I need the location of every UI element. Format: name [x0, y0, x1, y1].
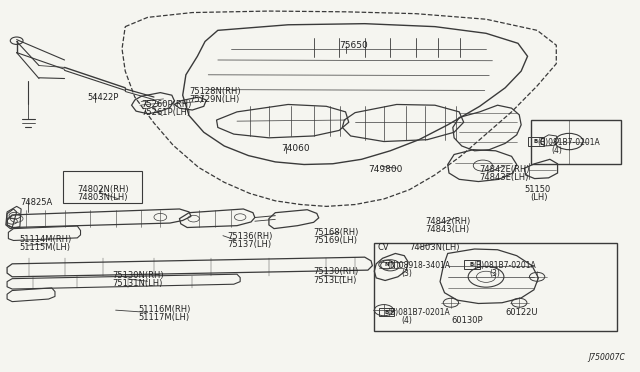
Text: 60130P: 60130P: [452, 316, 483, 325]
Text: CV: CV: [378, 243, 389, 251]
Text: 75169(LH): 75169(LH): [314, 236, 358, 245]
Text: 75650: 75650: [339, 41, 368, 50]
Text: B: B: [384, 310, 388, 314]
Text: N: N: [384, 262, 388, 267]
Text: 75131N(LH): 75131N(LH): [113, 279, 163, 288]
Bar: [465, 260, 479, 269]
Text: 75130N(RH): 75130N(RH): [113, 271, 164, 280]
Text: 7513L(LH): 7513L(LH): [314, 276, 357, 285]
Text: (N)08918-3401A: (N)08918-3401A: [388, 261, 451, 270]
Text: 74825A: 74825A: [20, 198, 52, 207]
Text: 74060: 74060: [282, 144, 310, 153]
Text: 60122U: 60122U: [505, 308, 538, 317]
Text: 75129N(LH): 75129N(LH): [189, 95, 239, 104]
Bar: [374, 243, 617, 331]
Text: 51150: 51150: [524, 185, 550, 194]
Text: B: B: [534, 139, 538, 144]
Text: 749800: 749800: [368, 165, 403, 174]
Text: 54422P: 54422P: [87, 93, 118, 102]
Text: (4): (4): [551, 145, 562, 154]
Text: 74803N(LH): 74803N(LH): [410, 243, 460, 251]
Text: (4): (4): [402, 316, 413, 325]
Text: 75136(RH): 75136(RH): [227, 232, 273, 241]
Text: 74842E(RH): 74842E(RH): [479, 165, 530, 174]
Text: 75137(LH): 75137(LH): [227, 240, 271, 250]
Text: 75260P(RH): 75260P(RH): [141, 100, 191, 109]
Text: 75128N(RH): 75128N(RH): [189, 87, 241, 96]
Text: B: B: [470, 262, 474, 267]
Bar: [531, 120, 621, 164]
Text: 74802N(RH): 74802N(RH): [77, 185, 129, 194]
Text: 51116M(RH): 51116M(RH): [138, 305, 190, 314]
Text: 75168(RH): 75168(RH): [314, 228, 359, 237]
Text: (B)081B7-0201A: (B)081B7-0201A: [473, 261, 536, 270]
Text: 51114M(RH): 51114M(RH): [20, 235, 72, 244]
Text: 74843E(LH): 74843E(LH): [479, 173, 529, 182]
Text: 75130(RH): 75130(RH): [314, 267, 359, 276]
Text: (3): (3): [489, 269, 500, 278]
Bar: [63, 171, 143, 203]
Text: (3): (3): [402, 269, 413, 278]
Text: 74842(RH): 74842(RH): [426, 217, 470, 226]
Bar: [379, 308, 394, 317]
Text: (LH): (LH): [531, 193, 548, 202]
Text: (B)081B7-0201A: (B)081B7-0201A: [388, 308, 451, 317]
Text: 51115M(LH): 51115M(LH): [20, 243, 71, 252]
Text: 74843(LH): 74843(LH): [426, 225, 470, 234]
Text: 75261P(LH): 75261P(LH): [141, 108, 190, 117]
Text: J750007C: J750007C: [588, 353, 625, 362]
Text: (B)081B7-0201A: (B)081B7-0201A: [537, 138, 600, 147]
Bar: [528, 137, 543, 146]
Text: 74803N(LH): 74803N(LH): [77, 193, 128, 202]
Text: 51117M(LH): 51117M(LH): [138, 313, 189, 322]
